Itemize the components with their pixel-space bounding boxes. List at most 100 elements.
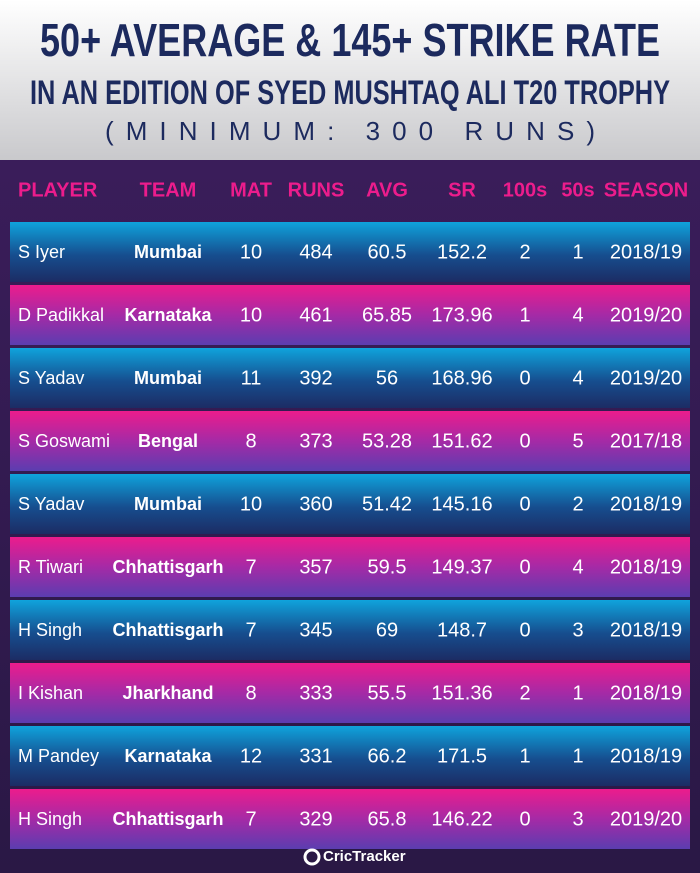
table-cell: 151.62 [431, 430, 492, 452]
table-cell: 60.5 [368, 241, 407, 263]
column-header: MAT [230, 179, 272, 201]
logo-icon [303, 848, 321, 866]
table-row [10, 474, 690, 534]
table-cell: Mumbai [134, 494, 202, 514]
table-cell: 333 [299, 682, 332, 704]
table-cell: 2018/19 [610, 493, 682, 515]
table-cell: 51.42 [362, 493, 412, 515]
table-cell: 1 [572, 682, 583, 704]
table-cell: 392 [299, 367, 332, 389]
table-cell: Chhattisgarh [112, 557, 223, 577]
table-cell: S Yadav [18, 368, 84, 388]
table-cell: 59.5 [368, 556, 407, 578]
table-cell: S Goswami [18, 431, 110, 451]
table-cell: 1 [572, 241, 583, 263]
table-cell: 2019/20 [610, 808, 682, 830]
table-cell: 0 [519, 367, 530, 389]
table-cell: H Singh [18, 620, 82, 640]
table-cell: 173.96 [431, 304, 492, 326]
table-cell: 168.96 [431, 367, 492, 389]
table-cell: 0 [519, 619, 530, 641]
table-cell: 0 [519, 430, 530, 452]
column-header: PLAYER [18, 179, 98, 201]
table-cell: 2018/19 [610, 619, 682, 641]
table-cell: 1 [519, 304, 530, 326]
table-cell: 53.28 [362, 430, 412, 452]
header-background [0, 0, 700, 160]
table-cell: 56 [376, 367, 398, 389]
table-row [10, 348, 690, 408]
table-cell: 2 [572, 493, 583, 515]
table-cell: I Kishan [18, 683, 83, 703]
table-cell: 11 [241, 367, 262, 389]
table-cell: 2018/19 [610, 556, 682, 578]
table-cell: 4 [572, 304, 583, 326]
table-row [10, 789, 690, 849]
table-row [10, 285, 690, 345]
column-header: SR [448, 179, 476, 201]
table-row [10, 222, 690, 282]
table-cell: 2018/19 [610, 682, 682, 704]
table-cell: R Tiwari [18, 557, 83, 577]
column-header: TEAM [140, 179, 197, 201]
table-cell: 357 [299, 556, 332, 578]
brand: CricTracker [323, 848, 406, 865]
table-cell: 146.22 [431, 808, 492, 830]
table-cell: 0 [519, 808, 530, 830]
table-cell: 149.37 [431, 556, 492, 578]
table-cell: 2 [519, 241, 530, 263]
table-cell: 1 [519, 745, 530, 767]
table-cell: 7 [245, 808, 256, 830]
title: 50+ AVERAGE & 145+ STRIKE RATE [40, 14, 660, 66]
table-cell: 65.8 [368, 808, 407, 830]
table-cell: 7 [245, 619, 256, 641]
table-cell: 4 [572, 367, 583, 389]
table-cell: 2 [519, 682, 530, 704]
table-cell: 12 [240, 745, 262, 767]
column-header: 50s [561, 179, 594, 201]
table-cell: 484 [299, 241, 332, 263]
table-cell: 152.2 [437, 241, 487, 263]
table-cell: 8 [245, 430, 256, 452]
table-cell: Bengal [138, 431, 198, 451]
table-cell: 151.36 [431, 682, 492, 704]
table-cell: 7 [245, 556, 256, 578]
table-row [10, 600, 690, 660]
table-cell: 145.16 [431, 493, 492, 515]
table-cell: 2019/20 [610, 367, 682, 389]
table-cell: 2018/19 [610, 241, 682, 263]
note: (MINIMUM: 300 RUNS) [105, 116, 595, 146]
table-cell: Jharkhand [122, 683, 213, 703]
table-cell: 3 [572, 808, 583, 830]
table-cell: 3 [572, 619, 583, 641]
table-cell: 171.5 [437, 745, 487, 767]
table-row [10, 537, 690, 597]
table-cell: H Singh [18, 809, 82, 829]
column-header: SEASON [604, 179, 688, 201]
table-cell: Chhattisgarh [112, 809, 223, 829]
table-cell: S Iyer [18, 242, 65, 262]
table-cell: Mumbai [134, 242, 202, 262]
table-row [10, 663, 690, 723]
table-cell: 10 [240, 304, 262, 326]
table-cell: 66.2 [368, 745, 407, 767]
table-cell: 2018/19 [610, 745, 682, 767]
table-row [10, 726, 690, 786]
table-cell: 5 [572, 430, 583, 452]
column-header: RUNS [288, 179, 345, 201]
table-cell: 329 [299, 808, 332, 830]
table-cell: 4 [572, 556, 583, 578]
table-cell: 1 [572, 745, 583, 767]
column-header: AVG [366, 179, 408, 201]
table-cell: M Pandey [18, 746, 99, 766]
table-cell: 10 [240, 241, 262, 263]
table-cell: Chhattisgarh [112, 620, 223, 640]
table-cell: 10 [240, 493, 262, 515]
table-cell: 2017/18 [610, 430, 682, 452]
table-row [10, 411, 690, 471]
table-cell: Karnataka [124, 305, 212, 325]
table-cell: Mumbai [134, 368, 202, 388]
table-cell: 461 [299, 304, 332, 326]
